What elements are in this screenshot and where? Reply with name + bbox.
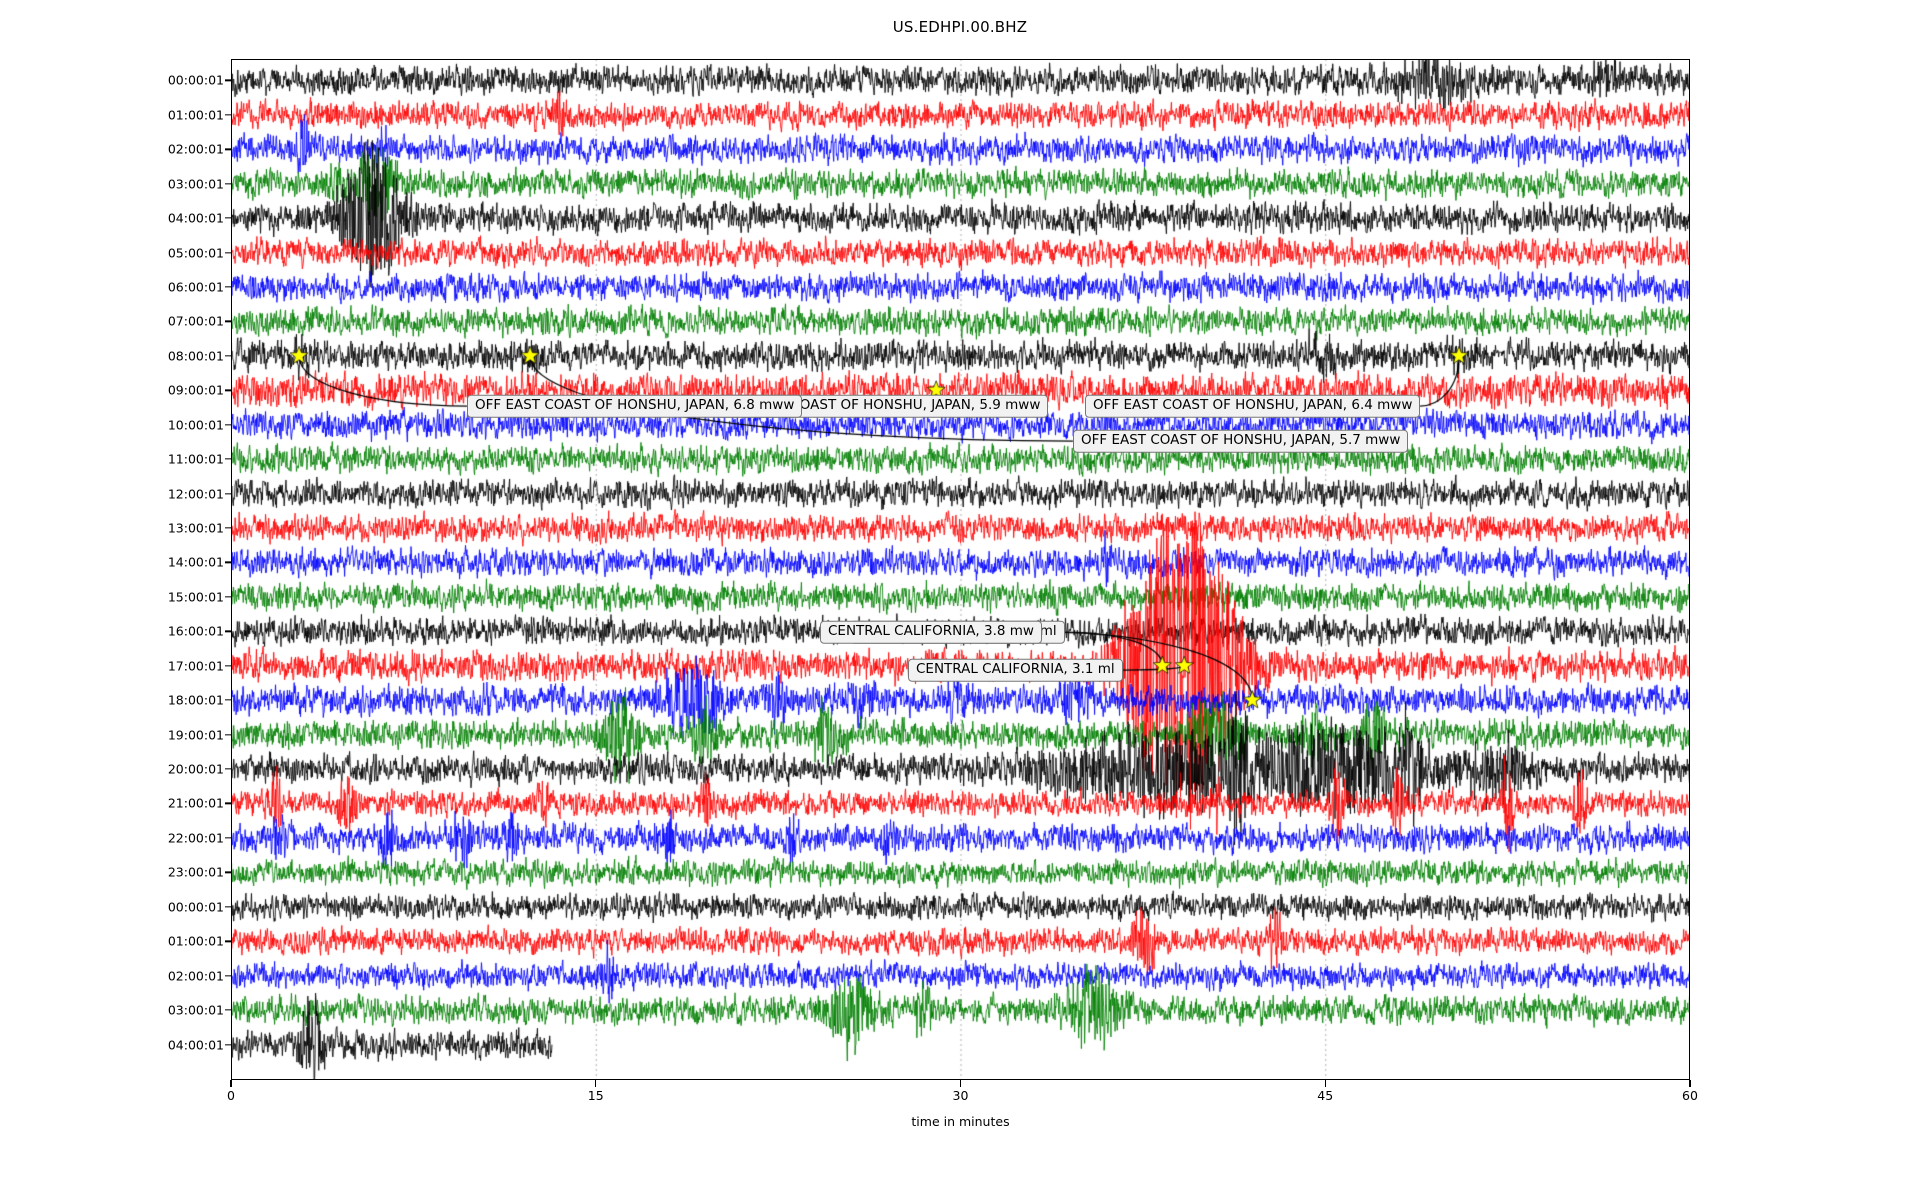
x-axis-tick-label: 45 xyxy=(1317,1088,1334,1103)
y-axis-tick-mark xyxy=(225,1009,232,1011)
y-axis-tick-mark xyxy=(225,182,232,185)
y-axis-tick-label: 23:00:01 xyxy=(167,864,224,880)
y-axis-tick-mark xyxy=(225,148,232,150)
y-axis-tick-mark xyxy=(225,665,232,667)
y-axis-tick-label: 13:00:01 xyxy=(167,520,224,536)
y-axis-tick-label: 12:00:01 xyxy=(167,486,224,502)
y-axis-tick-label: 01:00:01 xyxy=(167,107,224,123)
y-axis-tick-label: 18:00:01 xyxy=(167,692,224,708)
x-axis-tick-label: 0 xyxy=(227,1088,235,1103)
y-axis-tick-mark xyxy=(225,699,232,701)
y-axis-tick-label: 19:00:01 xyxy=(167,727,224,743)
y-axis-tick-mark xyxy=(225,217,232,219)
y-axis-tick-label: 22:00:01 xyxy=(167,830,224,846)
y-axis-tick-label: 03:00:01 xyxy=(167,1002,224,1018)
y-axis-tick-mark xyxy=(225,837,232,839)
x-axis-tick-label: 15 xyxy=(587,1088,604,1103)
y-axis-tick-label: 09:00:01 xyxy=(167,382,224,398)
y-axis-tick-label: 11:00:01 xyxy=(167,451,224,467)
y-axis-tick-label: 00:00:01 xyxy=(167,899,224,915)
axes-frame xyxy=(231,59,1690,1080)
event-annotation-calif-3-8[interactable]: CENTRAL CALIFORNIA, 3.8 mw xyxy=(820,620,1042,644)
y-axis-tick-mark xyxy=(225,492,232,495)
y-axis-tick-mark xyxy=(225,630,232,632)
y-axis-tick-label: 08:00:01 xyxy=(167,348,224,364)
y-axis-tick-label: 02:00:01 xyxy=(167,141,224,157)
x-axis-tick-mark xyxy=(1689,1080,1691,1087)
y-axis-tick-mark xyxy=(225,596,232,598)
y-axis-tick-mark xyxy=(225,458,232,460)
y-axis-tick-label: 21:00:01 xyxy=(167,795,224,811)
y-axis-tick-label: 14:00:01 xyxy=(167,554,224,570)
y-axis-tick-mark xyxy=(225,1043,232,1046)
y-axis-tick-label: 02:00:01 xyxy=(167,968,224,984)
y-axis-tick-mark xyxy=(225,940,232,942)
y-axis-tick-label: 00:00:01 xyxy=(167,72,224,88)
y-axis-tick-label: 01:00:01 xyxy=(167,933,224,949)
y-axis-tick-label: 03:00:01 xyxy=(167,176,224,192)
event-annotation-honshu-6-4[interactable]: OFF EAST COAST OF HONSHU, JAPAN, 6.4 mww xyxy=(1085,394,1421,418)
y-axis-tick-mark xyxy=(225,251,232,254)
y-axis-tick-mark xyxy=(225,802,232,805)
y-axis-tick-mark xyxy=(225,79,232,81)
y-axis-tick-mark xyxy=(225,975,232,977)
y-axis-tick-mark xyxy=(225,768,232,770)
y-axis-tick-label: 06:00:01 xyxy=(167,279,224,295)
y-axis-tick-mark xyxy=(225,114,232,116)
x-axis-tick-mark xyxy=(959,1080,962,1087)
y-axis-tick-label: 20:00:01 xyxy=(167,761,224,777)
y-axis-tick-label: 04:00:01 xyxy=(167,1037,224,1053)
y-axis-tick-mark xyxy=(225,286,232,288)
y-axis-tick-label: 04:00:01 xyxy=(167,210,224,226)
x-axis-tick-mark xyxy=(595,1080,597,1087)
y-axis-tick-mark xyxy=(225,527,232,529)
event-annotation-calif-3-1[interactable]: CENTRAL CALIFORNIA, 3.1 ml xyxy=(908,658,1123,682)
y-axis-tick-label: 16:00:01 xyxy=(167,623,224,639)
x-axis-tick-label: 30 xyxy=(952,1088,969,1103)
y-axis-tick-mark xyxy=(225,906,232,908)
y-axis-tick-label: 05:00:01 xyxy=(167,245,224,261)
y-axis-tick-mark xyxy=(225,424,232,426)
y-axis-tick-mark xyxy=(225,355,232,357)
page-title: US.EDHPI.00.BHZ xyxy=(892,18,1028,36)
y-axis-tick-mark xyxy=(225,871,232,873)
y-axis-tick-label: 17:00:01 xyxy=(167,658,224,674)
y-axis-tick-label: 15:00:01 xyxy=(167,589,224,605)
y-axis-tick-mark xyxy=(225,561,232,564)
event-annotation-honshu-5-7[interactable]: OFF EAST COAST OF HONSHU, JAPAN, 5.7 mww xyxy=(1073,429,1409,453)
y-axis-tick-label: 10:00:01 xyxy=(167,417,224,433)
y-axis-tick-labels: 00:00:01 01:00:01 02:00:01 03:00:01 04:00:01… xyxy=(118,0,224,1200)
event-annotation-honshu-6-8[interactable]: OFF EAST COAST OF HONSHU, JAPAN, 6.8 mww xyxy=(467,394,803,418)
x-axis-tick-mark xyxy=(1324,1080,1326,1087)
y-axis-tick-mark xyxy=(225,389,232,391)
y-axis-tick-label: 07:00:01 xyxy=(167,313,224,329)
y-axis-tick-mark xyxy=(225,320,232,323)
x-axis-tick-mark xyxy=(230,1080,232,1087)
x-axis-label: time in minutes xyxy=(911,1114,1010,1129)
x-axis-tick-label: 60 xyxy=(1682,1088,1698,1103)
y-axis-tick-mark xyxy=(225,733,232,736)
